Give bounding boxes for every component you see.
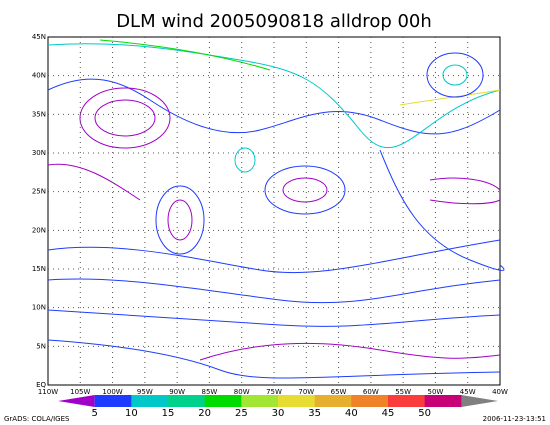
lat-label: 45N — [32, 33, 46, 41]
colorbar-segment — [241, 395, 279, 407]
colorbar-label: 40 — [345, 408, 358, 419]
streamline — [47, 309, 501, 327]
lat-label: 30N — [32, 149, 46, 157]
colorbar-segment — [168, 395, 206, 407]
lon-label: 80W — [234, 388, 250, 396]
lon-label: 90W — [169, 388, 185, 396]
colorbar-label: 30 — [272, 408, 285, 419]
lat-label: 35N — [32, 110, 46, 118]
streamline — [47, 239, 501, 274]
lat-label: 25N — [32, 188, 46, 196]
lon-label: 60W — [363, 388, 379, 396]
footer-right: 2006-11-23-13:51 — [483, 415, 546, 423]
lon-label: 65W — [331, 388, 347, 396]
colorbar-label: 20 — [198, 408, 211, 419]
colorbar-label: 50 — [418, 408, 431, 419]
colorbar-label: 25 — [235, 408, 248, 419]
colorbar-segment — [388, 395, 426, 407]
colorbar-label: 35 — [308, 408, 321, 419]
footer-left: GrADS: COLA/IGES — [4, 415, 70, 423]
streamline — [47, 163, 141, 201]
lon-label: 55W — [395, 388, 411, 396]
colorbar-cap — [58, 395, 95, 407]
lon-label: 110W — [38, 388, 58, 396]
lat-label: 10N — [32, 304, 46, 312]
colorbar-segment — [351, 395, 389, 407]
graticule — [48, 37, 500, 385]
colorbar-segment — [314, 395, 352, 407]
lon-label: 70W — [298, 388, 314, 396]
streamline — [399, 89, 501, 106]
streamline — [442, 64, 468, 86]
colorbar-segment — [204, 395, 242, 407]
streamline — [379, 149, 505, 271]
lon-label: 100W — [102, 388, 122, 396]
lon-label: 85W — [202, 388, 218, 396]
streamline — [426, 52, 484, 98]
streamline — [47, 278, 501, 304]
lon-label: 50W — [428, 388, 444, 396]
streamline — [167, 199, 193, 241]
streamline — [234, 147, 256, 173]
colorbar: 5 10 15 20 25 30 35 40 45 50 — [58, 395, 498, 419]
lon-label: 95W — [137, 388, 153, 396]
streamline — [282, 177, 328, 203]
colorbar-label: 5 — [91, 408, 97, 419]
lat-label: 20N — [32, 226, 46, 234]
colorbar-segment — [131, 395, 169, 407]
streamline — [429, 177, 501, 205]
colorbar-label: 10 — [125, 408, 138, 419]
streamline — [155, 185, 205, 255]
title: DLM wind 2005090818 alldrop 00h — [116, 11, 432, 32]
streamline — [94, 99, 156, 137]
streamline — [47, 43, 501, 149]
colorbar-label: 45 — [382, 408, 395, 419]
lon-label: 40W — [492, 388, 508, 396]
lon-label: 105W — [70, 388, 90, 396]
colorbar-cap — [461, 395, 498, 407]
colorbar-segment — [278, 395, 316, 407]
lat-label: EQ — [36, 381, 46, 389]
lon-label: 45W — [460, 388, 476, 396]
plot-area — [47, 36, 505, 386]
colorbar-segment — [424, 395, 462, 407]
colorbar-segment — [94, 395, 132, 407]
streamlines — [47, 39, 505, 379]
streamline — [199, 342, 501, 361]
lat-label: 15N — [32, 265, 46, 273]
lat-label: 5N — [36, 342, 46, 350]
streamline — [47, 339, 501, 379]
lon-label: 75W — [266, 388, 282, 396]
lat-label: 40N — [32, 72, 46, 80]
streamline — [264, 165, 346, 215]
colorbar-label: 15 — [162, 408, 175, 419]
streamline — [99, 39, 271, 71]
